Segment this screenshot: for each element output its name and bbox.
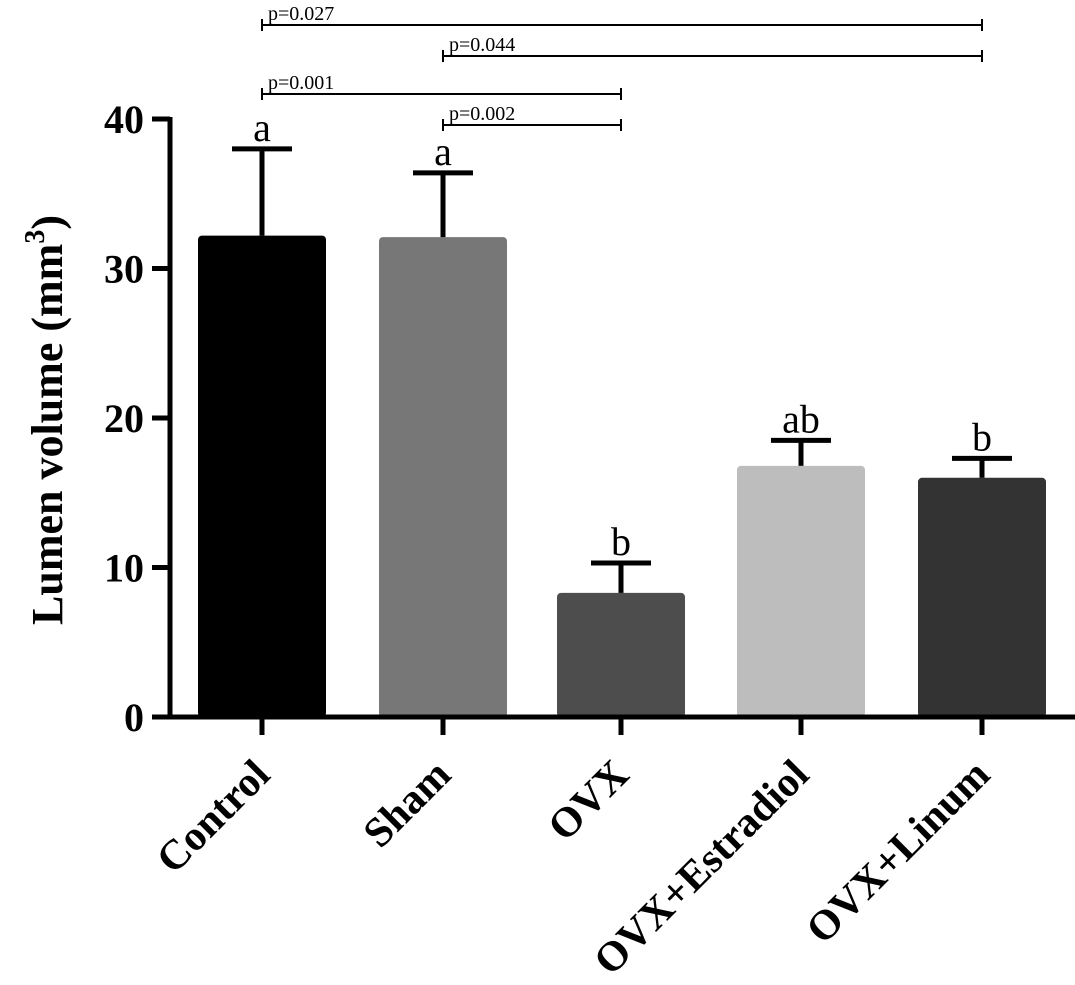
bar-ovx-linum	[918, 477, 1046, 717]
x-tick-label: OVX+Linum	[798, 752, 999, 953]
y-axis-title-superscript: 3	[20, 230, 51, 244]
y-tick-label: 0	[124, 695, 144, 740]
y-tick-label: 40	[104, 97, 144, 142]
y-axis-title: Lumen volume (mm3)	[20, 215, 72, 625]
y-tick-label: 10	[104, 546, 144, 591]
p-value-label: p=0.044	[449, 34, 515, 56]
bar-sham	[379, 237, 507, 718]
y-axis-title-text: Lumen volume (mm	[23, 244, 72, 625]
x-tick-label: Control	[148, 752, 279, 883]
significance-letter: b	[611, 519, 631, 564]
bar-ovx	[557, 592, 685, 717]
y-axis-title-close: )	[23, 215, 72, 230]
p-value-label: p=0.002	[449, 103, 515, 125]
p-value-brackets-layer: p=0.027 p=0.044 p=0.001 p=0.002	[261, 3, 983, 131]
y-tick-label: 20	[104, 396, 144, 441]
significance-letter: ab	[782, 396, 820, 441]
y-tick-label: 30	[104, 247, 144, 292]
x-tick-label: Sham	[355, 752, 460, 857]
significance-letter: a	[253, 105, 271, 150]
y-ticks-layer: 0 10 20 30 40	[104, 97, 170, 740]
p-value-label: p=0.001	[268, 72, 334, 94]
p-value-label: p=0.027	[268, 3, 334, 25]
x-tick-label: OVX	[540, 752, 639, 851]
bar-ovx-estradiol	[737, 465, 865, 717]
significance-letter: b	[972, 414, 992, 459]
bar-control	[198, 235, 326, 718]
error-bars-layer	[232, 146, 1012, 593]
bars-layer	[198, 235, 1046, 718]
significance-letter: a	[434, 129, 452, 174]
